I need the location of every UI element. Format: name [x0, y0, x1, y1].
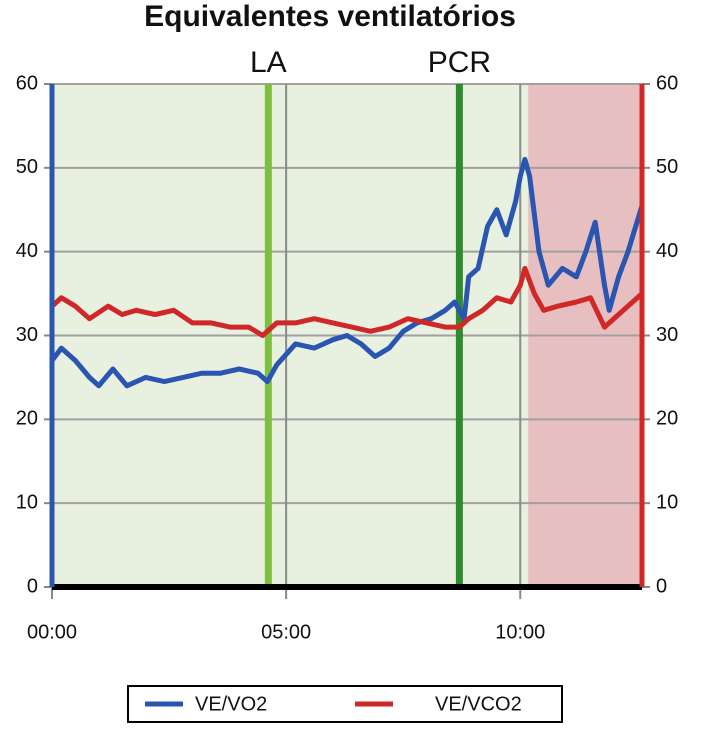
- y2-tick-label: 50: [656, 156, 678, 178]
- y-tick-label: 20: [16, 408, 38, 430]
- y-tick-label: 50: [16, 156, 38, 178]
- y-tick-label: 0: [27, 575, 38, 597]
- y2-tick-label: 10: [656, 491, 678, 513]
- legend-label: VE/VCO2: [435, 693, 522, 715]
- y-tick-label: 40: [16, 240, 38, 262]
- legend-box: [127, 685, 563, 723]
- y2-tick-label: 60: [656, 72, 678, 94]
- y-tick-label: 60: [16, 72, 38, 94]
- y2-tick-label: 30: [656, 324, 678, 346]
- y-tick-label: 10: [16, 491, 38, 513]
- chart-title: Equivalentes ventilatórios: [144, 0, 516, 33]
- marker-label: LA: [250, 46, 287, 79]
- x-tick-label: 10:00: [495, 621, 545, 643]
- marker-label: PCR: [428, 46, 491, 79]
- y-tick-label: 30: [16, 324, 38, 346]
- legend-label: VE/VO2: [195, 693, 267, 715]
- series-line: [50, 265, 644, 338]
- y2-tick-label: 20: [656, 408, 678, 430]
- x-tick-label: 00:00: [27, 621, 77, 643]
- x-tick-label: 05:00: [261, 621, 311, 643]
- y2-tick-label: 0: [656, 575, 667, 597]
- y2-tick-label: 40: [656, 240, 678, 262]
